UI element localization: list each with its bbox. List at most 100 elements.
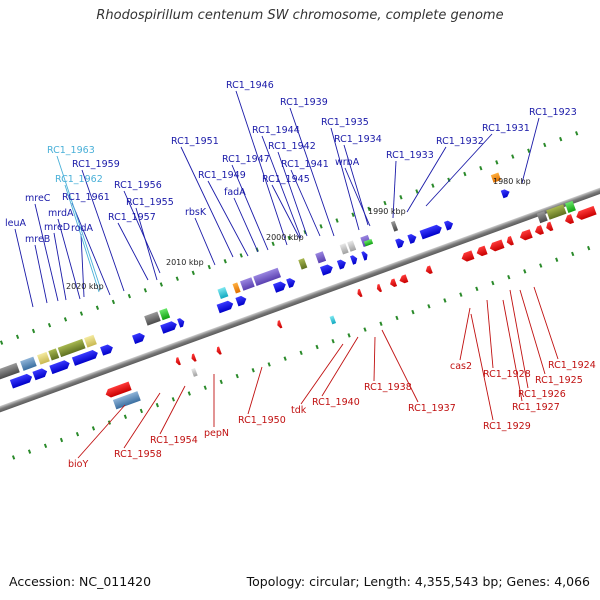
gene-glyph[interactable] (518, 229, 533, 242)
gene-glyph[interactable] (177, 317, 186, 328)
gene-glyph[interactable] (329, 315, 337, 325)
gene-glyph[interactable] (216, 299, 235, 314)
gene-label[interactable]: RC1_1923 (529, 107, 577, 118)
gene-glyph[interactable] (272, 280, 287, 293)
gene-glyph[interactable] (104, 381, 132, 399)
gene-glyph[interactable] (71, 349, 100, 366)
gene-label[interactable]: RC1_1950 (238, 415, 286, 426)
gene-glyph[interactable] (84, 334, 97, 348)
gene-glyph[interactable] (0, 362, 20, 380)
gene-glyph[interactable] (475, 245, 488, 258)
gene-label[interactable]: wrbA (335, 157, 360, 168)
gene-label[interactable]: RC1_1951 (171, 136, 219, 147)
gene-glyph[interactable] (9, 373, 34, 389)
gene-label[interactable]: RC1_1926 (518, 389, 566, 400)
gene-label[interactable]: RC1_1933 (386, 150, 434, 161)
gene-label[interactable]: RC1_1945 (262, 174, 310, 185)
gene-glyph[interactable] (32, 367, 48, 381)
gene-label[interactable]: pepN (204, 428, 229, 439)
gene-label[interactable]: RC1_1959 (72, 159, 120, 170)
gene-glyph[interactable] (536, 211, 548, 224)
gene-glyph[interactable] (444, 219, 455, 231)
gene-glyph[interactable] (398, 274, 409, 284)
gene-glyph[interactable] (500, 188, 511, 199)
gene-glyph[interactable] (356, 288, 363, 298)
gene-glyph[interactable] (389, 278, 398, 288)
gene-glyph[interactable] (217, 286, 229, 299)
gene-glyph[interactable] (48, 348, 60, 361)
gene-label[interactable]: rbsK (185, 207, 207, 218)
gene-label[interactable]: RC1_1940 (312, 397, 360, 408)
gene-label[interactable]: RC1_1955 (126, 197, 174, 208)
gene-label[interactable]: cas2 (450, 361, 472, 372)
gene-glyph[interactable] (505, 236, 514, 247)
gene-glyph[interactable] (419, 223, 444, 240)
gene-glyph[interactable] (545, 221, 554, 233)
gene-glyph[interactable] (319, 263, 334, 276)
gene-glyph[interactable] (191, 368, 198, 377)
gene-glyph[interactable] (395, 237, 406, 249)
gene-glyph[interactable] (460, 250, 475, 263)
gene-label[interactable]: RC1_1941 (281, 159, 329, 170)
gene-label[interactable]: rodA (71, 223, 94, 234)
gene-glyph[interactable] (376, 283, 383, 293)
gene-label[interactable]: RC1_1947 (222, 154, 270, 165)
gene-glyph[interactable] (174, 357, 181, 366)
gene-glyph[interactable] (240, 277, 255, 291)
gene-glyph[interactable] (336, 258, 348, 270)
gene-label[interactable]: RC1_1944 (252, 125, 300, 136)
gene-label[interactable]: RC1_1928 (483, 369, 531, 380)
gene-label[interactable]: RC1_1957 (108, 212, 156, 223)
gene-glyph[interactable] (37, 351, 50, 365)
gene-label[interactable]: RC1_1939 (280, 97, 328, 108)
gene-glyph[interactable] (298, 258, 308, 270)
gene-glyph[interactable] (20, 356, 37, 371)
gene-glyph[interactable] (159, 308, 171, 321)
gene-glyph[interactable] (424, 265, 433, 275)
gene-glyph[interactable] (488, 239, 505, 252)
gene-glyph[interactable] (235, 295, 247, 307)
gene-glyph[interactable] (361, 250, 369, 261)
gene-glyph[interactable] (533, 225, 544, 236)
gene-label[interactable]: RC1_1963 (47, 145, 95, 156)
gene-glyph[interactable] (276, 320, 283, 329)
gene-glyph[interactable] (546, 204, 567, 220)
gene-glyph[interactable] (563, 214, 575, 225)
gene-glyph[interactable] (286, 277, 297, 288)
gene-glyph[interactable] (49, 359, 71, 375)
gene-label[interactable]: RC1_1956 (114, 180, 162, 191)
gene-label[interactable]: mrdA (48, 208, 74, 219)
gene-label[interactable]: RC1_1925 (535, 375, 583, 386)
gene-label[interactable]: RC1_1935 (321, 117, 369, 128)
gene-label[interactable]: RC1_1961 (62, 192, 110, 203)
gene-glyph[interactable] (339, 243, 349, 255)
gene-label[interactable]: RC1_1931 (482, 123, 530, 134)
gene-glyph[interactable] (160, 320, 178, 334)
gene-glyph[interactable] (347, 240, 357, 252)
gene-label[interactable]: RC1_1942 (268, 141, 316, 152)
gene-glyph[interactable] (390, 220, 399, 232)
gene-glyph[interactable] (57, 338, 86, 358)
gene-glyph[interactable] (100, 343, 114, 356)
gene-glyph[interactable] (407, 233, 418, 244)
gene-label[interactable]: RC1_1949 (198, 170, 246, 181)
gene-label[interactable]: RC1_1946 (226, 80, 274, 91)
gene-glyph[interactable] (564, 200, 576, 213)
gene-label[interactable]: tdk (291, 405, 307, 416)
gene-glyph[interactable] (232, 282, 241, 294)
gene-glyph[interactable] (144, 311, 161, 326)
gene-label[interactable]: mreB (25, 234, 50, 245)
gene-label[interactable]: RC1_1962 (55, 174, 103, 185)
gene-label[interactable]: RC1_1954 (150, 435, 198, 446)
gene-glyph[interactable] (350, 254, 359, 265)
gene-glyph[interactable] (253, 267, 282, 287)
gene-label[interactable]: RC1_1958 (114, 449, 162, 460)
gene-label[interactable]: RC1_1927 (512, 402, 560, 413)
gene-glyph[interactable] (315, 251, 327, 264)
gene-label[interactable]: RC1_1934 (334, 134, 382, 145)
gene-label[interactable]: RC1_1938 (364, 382, 412, 393)
gene-label[interactable]: mreD (44, 222, 70, 233)
gene-label[interactable]: bioY (68, 459, 88, 470)
gene-label[interactable]: fadA (224, 187, 246, 198)
gene-label[interactable]: mreC (25, 193, 51, 204)
